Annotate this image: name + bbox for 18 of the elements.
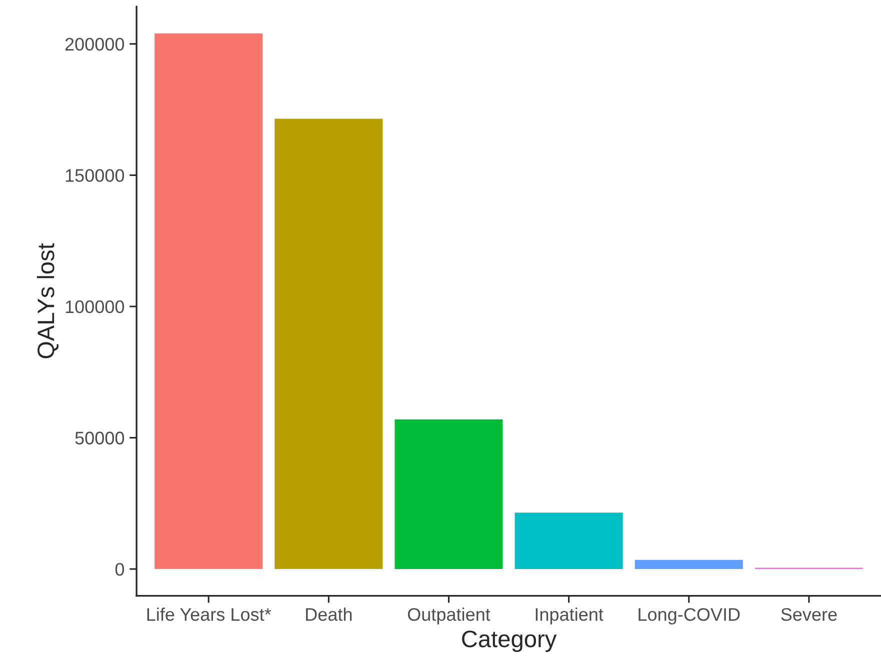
x-tick-label: Outpatient: [408, 608, 490, 624]
x-tick-label: Severe: [781, 608, 837, 621]
y-tick-label: 50000: [75, 432, 124, 444]
x-tick-label: Long-COVID: [638, 608, 740, 624]
bar: [394, 419, 503, 570]
y-tick-label: 0: [115, 562, 124, 576]
x-tick-label: Inpatient: [536, 608, 604, 624]
bar: [634, 560, 743, 570]
bar: [274, 118, 383, 570]
x-axis-title: Category: [462, 630, 557, 652]
y-axis-title: QALYs lost: [36, 243, 59, 358]
y-tick-label: 200000: [65, 38, 124, 51]
y-tick-label: 100000: [66, 300, 124, 314]
bar: [514, 512, 623, 570]
y-tick-label: 150000: [66, 169, 124, 182]
x-tick-label: Life Years Lost*: [147, 608, 272, 621]
x-tick-label: Death: [306, 608, 352, 621]
bar: [154, 33, 263, 570]
